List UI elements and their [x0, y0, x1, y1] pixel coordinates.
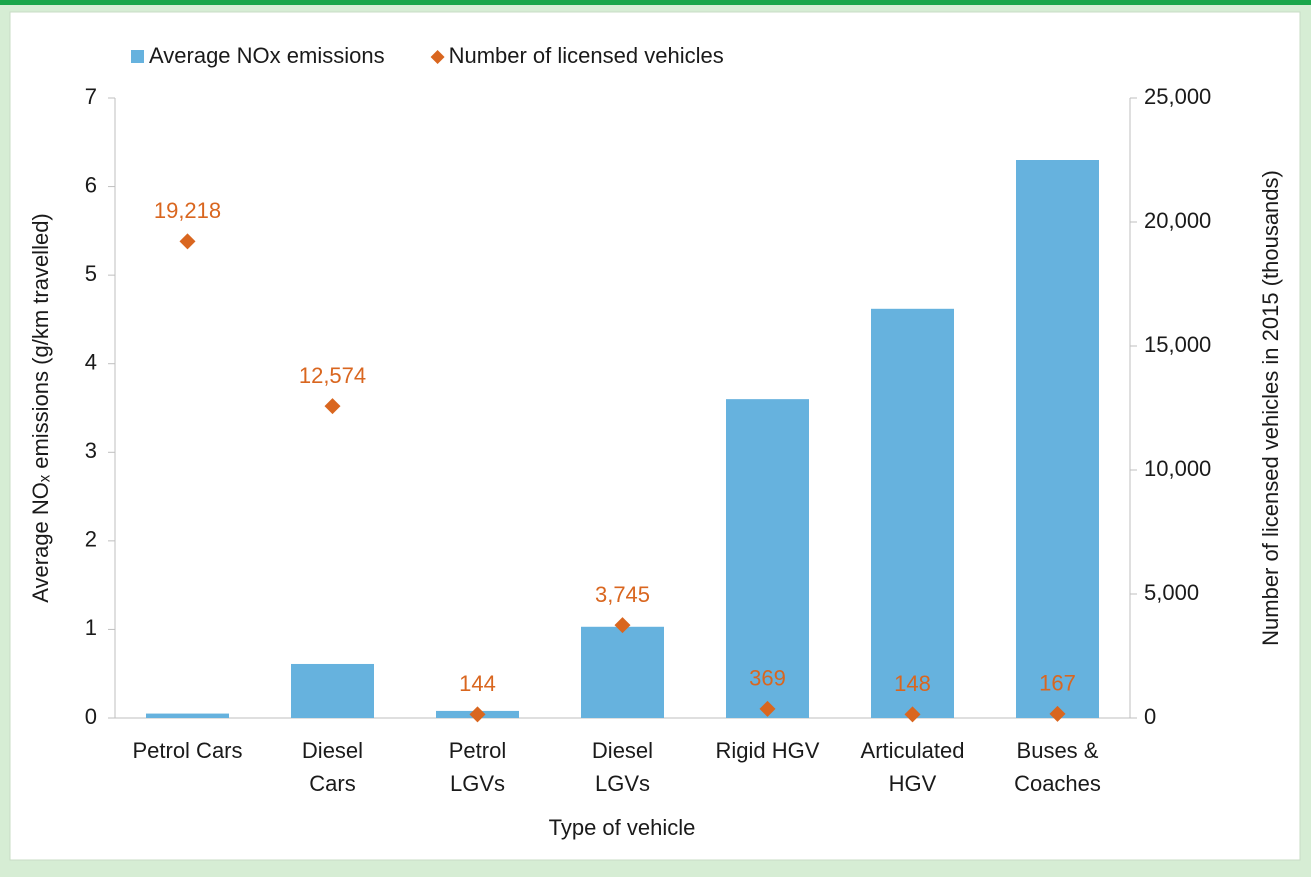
x-tick-label: Diesel: [592, 738, 653, 763]
y-tick-label: 4: [85, 350, 97, 375]
x-tick-label: Buses &: [1017, 738, 1099, 763]
bar: [726, 399, 809, 718]
panel: [9, 11, 1301, 861]
x-tick-label: LGVs: [595, 771, 650, 796]
legend-label: Number of licensed vehicles: [449, 43, 724, 68]
legend-swatch: [131, 50, 144, 63]
y-tick-label: 0: [85, 704, 97, 729]
y2-tick-label: 20,000: [1144, 208, 1211, 233]
y2-tick-label: 15,000: [1144, 332, 1211, 357]
data-label: 144: [459, 671, 496, 696]
diamond-marker: [469, 706, 486, 723]
data-label: 19,218: [154, 198, 221, 223]
data-label: 369: [749, 666, 786, 691]
data-label: 167: [1039, 671, 1076, 696]
y-axis-title: Average NOₓ emissions (g/km travelled): [28, 213, 53, 603]
bar: [581, 626, 664, 718]
diamond-marker: [904, 706, 921, 723]
legend-swatch: [430, 50, 445, 64]
x-tick-label: Diesel: [302, 738, 363, 763]
x-tick-label: Rigid HGV: [716, 738, 820, 763]
y2-tick-label: 25,000: [1144, 84, 1211, 109]
y-tick-label: 3: [85, 438, 97, 463]
y-tick-label: 7: [85, 84, 97, 109]
diamond-marker: [614, 617, 631, 634]
legend-label: Average NOx emissions: [149, 43, 385, 68]
bar: [871, 308, 954, 718]
bar: [146, 713, 229, 718]
y-tick-label: 1: [85, 615, 97, 640]
x-tick-label: Coaches: [1014, 771, 1101, 796]
y2-tick-label: 10,000: [1144, 456, 1211, 481]
diamond-marker: [759, 700, 776, 717]
bar: [291, 663, 374, 718]
top-border: [0, 0, 1311, 5]
x-tick-label: LGVs: [450, 771, 505, 796]
x-tick-label: Petrol: [449, 738, 506, 763]
y-tick-label: 2: [85, 527, 97, 552]
y2-tick-label: 5,000: [1144, 580, 1199, 605]
x-tick-label: Articulated: [861, 738, 965, 763]
y-tick-label: 6: [85, 172, 97, 197]
x-axis-title: Type of vehicle: [549, 815, 696, 840]
diamond-marker: [179, 233, 196, 250]
x-tick-label: HGV: [889, 771, 937, 796]
data-label: 12,574: [299, 363, 366, 388]
diamond-marker: [324, 398, 341, 415]
y2-tick-label: 0: [1144, 704, 1156, 729]
x-tick-label: Petrol Cars: [132, 738, 242, 763]
data-label: 148: [894, 671, 931, 696]
diamond-marker: [1049, 705, 1066, 722]
y2-axis-title: Number of licensed vehicles in 2015 (tho…: [1258, 170, 1283, 646]
x-tick-label: Cars: [309, 771, 355, 796]
bar: [1016, 160, 1099, 718]
y-tick-label: 5: [85, 261, 97, 286]
data-label: 3,745: [595, 582, 650, 607]
